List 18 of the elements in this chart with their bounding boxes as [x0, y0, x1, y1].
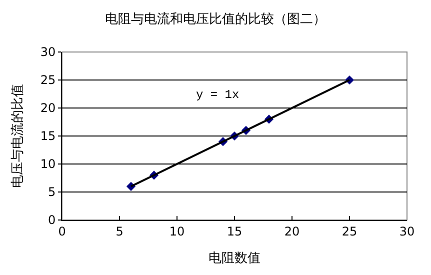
x-tick-label: 5: [116, 224, 124, 238]
x-tick-label: 30: [399, 224, 415, 238]
y-tick-label: 10: [40, 157, 56, 172]
y-tick-label: 15: [40, 129, 56, 144]
x-tick-label: 0: [58, 224, 66, 238]
annotation: y = 1x: [196, 88, 240, 102]
x-tick-label: 20: [284, 224, 300, 238]
y-tick-label: 30: [40, 45, 56, 60]
x-tick-label: 15: [226, 224, 242, 238]
x-axis-title: 电阻数值: [208, 251, 260, 266]
y-tick-label: 5: [48, 185, 56, 200]
x-tick-label: 25: [342, 224, 358, 238]
chart-title: 电阻与电流和电压比值的比较（图二）: [105, 10, 326, 27]
y-tick-label: 20: [40, 101, 56, 116]
x-tick-label: 10: [169, 224, 185, 238]
y-axis-title: 电压与电流的比值: [9, 84, 26, 188]
y-tick-label: 0: [48, 213, 56, 228]
y-tick-label: 25: [40, 73, 56, 88]
